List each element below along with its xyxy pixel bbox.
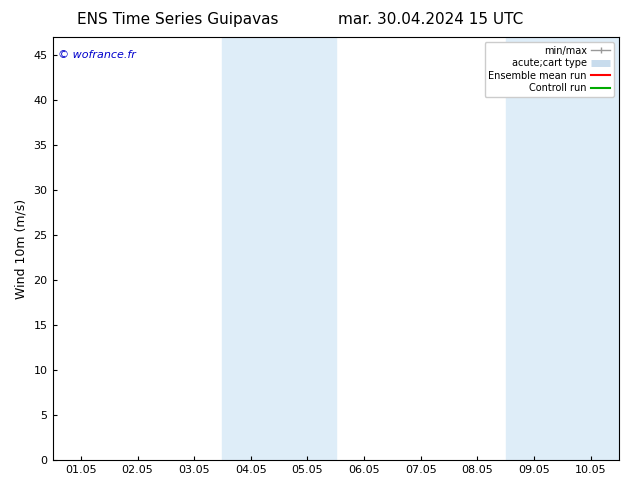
Bar xyxy=(279,37,336,460)
Bar xyxy=(506,37,562,460)
Bar xyxy=(562,37,619,460)
Text: mar. 30.04.2024 15 UTC: mar. 30.04.2024 15 UTC xyxy=(339,12,524,27)
Y-axis label: Wind 10m (m/s): Wind 10m (m/s) xyxy=(15,198,28,299)
Text: © wofrance.fr: © wofrance.fr xyxy=(58,50,136,60)
Text: ENS Time Series Guipavas: ENS Time Series Guipavas xyxy=(77,12,278,27)
Legend: min/max, acute;cart type, Ensemble mean run, Controll run: min/max, acute;cart type, Ensemble mean … xyxy=(484,42,614,97)
Bar xyxy=(223,37,279,460)
